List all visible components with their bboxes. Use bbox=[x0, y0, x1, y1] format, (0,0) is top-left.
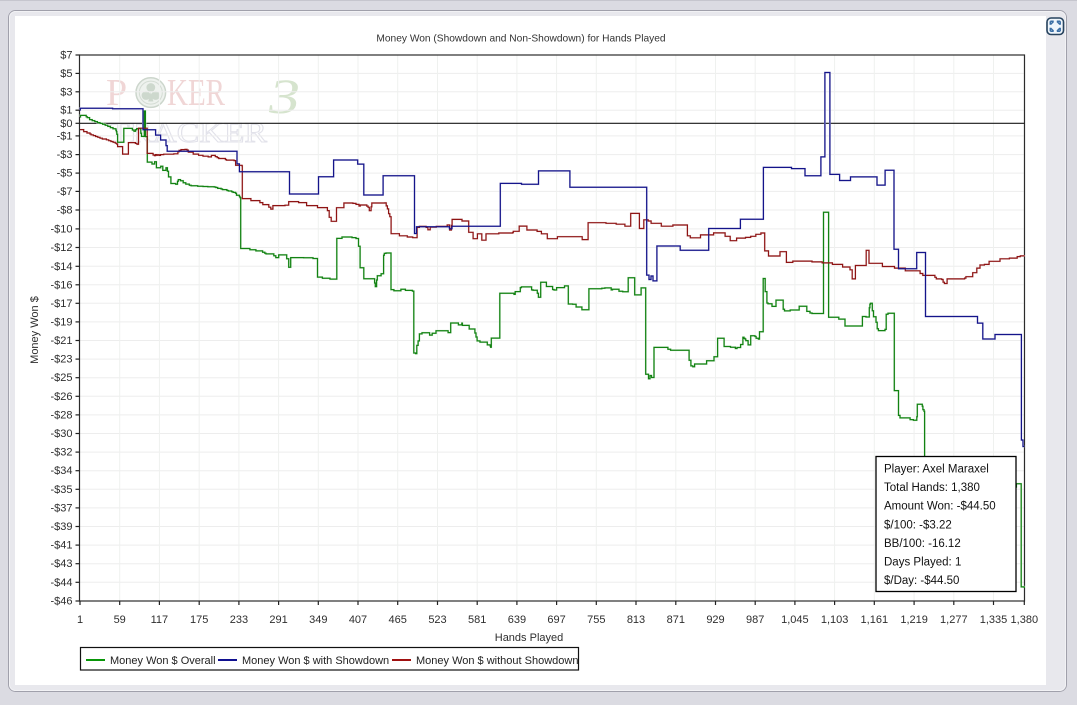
svg-text:-$35: -$35 bbox=[50, 484, 72, 496]
svg-text:-$10: -$10 bbox=[50, 223, 72, 235]
svg-text:-$5: -$5 bbox=[57, 168, 73, 180]
svg-text:$/Day: -$44.50: $/Day: -$44.50 bbox=[884, 575, 959, 587]
svg-text:523: 523 bbox=[428, 614, 446, 626]
svg-text:465: 465 bbox=[389, 614, 407, 626]
svg-text:-$44: -$44 bbox=[50, 577, 72, 589]
svg-text:Money Won $: Money Won $ bbox=[29, 296, 41, 364]
svg-text:1,219: 1,219 bbox=[900, 614, 928, 626]
svg-text:697: 697 bbox=[547, 614, 565, 626]
svg-text:871: 871 bbox=[667, 614, 685, 626]
svg-text:-$8: -$8 bbox=[57, 205, 73, 217]
svg-text:1,277: 1,277 bbox=[940, 614, 968, 626]
svg-text:-$23: -$23 bbox=[50, 354, 72, 366]
svg-text:407: 407 bbox=[349, 614, 367, 626]
svg-text:1: 1 bbox=[77, 614, 83, 626]
svg-text:$1: $1 bbox=[60, 105, 72, 117]
svg-text:-$3: -$3 bbox=[57, 149, 73, 161]
svg-text:175: 175 bbox=[190, 614, 208, 626]
svg-text:TRACKER: TRACKER bbox=[109, 117, 268, 149]
svg-text:639: 639 bbox=[508, 614, 526, 626]
svg-text:1,103: 1,103 bbox=[821, 614, 849, 626]
svg-text:-$16: -$16 bbox=[50, 279, 72, 291]
svg-text:-$14: -$14 bbox=[50, 261, 72, 273]
svg-text:1,045: 1,045 bbox=[781, 614, 809, 626]
svg-text:1,161: 1,161 bbox=[861, 614, 889, 626]
svg-text:1,335: 1,335 bbox=[980, 614, 1008, 626]
svg-text:349: 349 bbox=[309, 614, 327, 626]
svg-text:-$37: -$37 bbox=[50, 502, 72, 514]
svg-text:-$34: -$34 bbox=[50, 465, 72, 477]
svg-text:-$39: -$39 bbox=[50, 521, 72, 533]
svg-text:-$30: -$30 bbox=[50, 428, 72, 440]
svg-text:813: 813 bbox=[627, 614, 645, 626]
svg-text:-$25: -$25 bbox=[50, 372, 72, 384]
svg-text:117: 117 bbox=[151, 614, 169, 626]
svg-text:-$7: -$7 bbox=[57, 186, 73, 198]
svg-text:Money Won $ Overall: Money Won $ Overall bbox=[110, 655, 216, 667]
svg-text:Hands Played: Hands Played bbox=[495, 632, 564, 644]
svg-text:-$21: -$21 bbox=[50, 335, 72, 347]
svg-text:$7: $7 bbox=[60, 50, 72, 62]
svg-text:-$17: -$17 bbox=[50, 298, 72, 310]
svg-text:581: 581 bbox=[468, 614, 486, 626]
svg-text:1,380: 1,380 bbox=[1011, 614, 1039, 626]
svg-text:KER: KER bbox=[167, 72, 225, 114]
svg-text:-$28: -$28 bbox=[50, 409, 72, 421]
svg-text:Money Won $ with Showdown: Money Won $ with Showdown bbox=[242, 655, 389, 667]
svg-text:$0: $0 bbox=[60, 118, 72, 130]
svg-text:P: P bbox=[106, 72, 127, 114]
svg-text:BB/100: -16.12: BB/100: -16.12 bbox=[884, 538, 961, 550]
svg-text:-$43: -$43 bbox=[50, 558, 72, 570]
svg-text:Money Won $ without Showdown: Money Won $ without Showdown bbox=[416, 655, 578, 667]
svg-text:987: 987 bbox=[746, 614, 764, 626]
svg-text:3: 3 bbox=[268, 68, 300, 124]
svg-text:$/100: -$3.22: $/100: -$3.22 bbox=[884, 519, 952, 531]
svg-text:233: 233 bbox=[230, 614, 248, 626]
svg-text:929: 929 bbox=[706, 614, 724, 626]
svg-text:Total Hands: 1,380: Total Hands: 1,380 bbox=[884, 482, 980, 494]
svg-text:Amount Won: -$44.50: Amount Won: -$44.50 bbox=[884, 501, 996, 513]
svg-text:Money Won (Showdown and Non-Sh: Money Won (Showdown and Non-Showdown) fo… bbox=[376, 34, 666, 45]
svg-text:-$46: -$46 bbox=[50, 596, 72, 608]
svg-text:-$12: -$12 bbox=[50, 242, 72, 254]
svg-text:$3: $3 bbox=[60, 86, 72, 98]
svg-text:Days Played: 1: Days Played: 1 bbox=[884, 557, 961, 569]
svg-text:-$41: -$41 bbox=[50, 540, 72, 552]
svg-text:755: 755 bbox=[587, 614, 605, 626]
svg-text:291: 291 bbox=[269, 614, 287, 626]
svg-text:-$1: -$1 bbox=[57, 130, 73, 142]
svg-text:-$19: -$19 bbox=[50, 316, 72, 328]
svg-text:$5: $5 bbox=[60, 68, 72, 80]
svg-text:-$32: -$32 bbox=[50, 447, 72, 459]
svg-text:Player: Axel Maraxel: Player: Axel Maraxel bbox=[884, 464, 989, 476]
svg-text:59: 59 bbox=[114, 614, 126, 626]
svg-text:-$26: -$26 bbox=[50, 391, 72, 403]
